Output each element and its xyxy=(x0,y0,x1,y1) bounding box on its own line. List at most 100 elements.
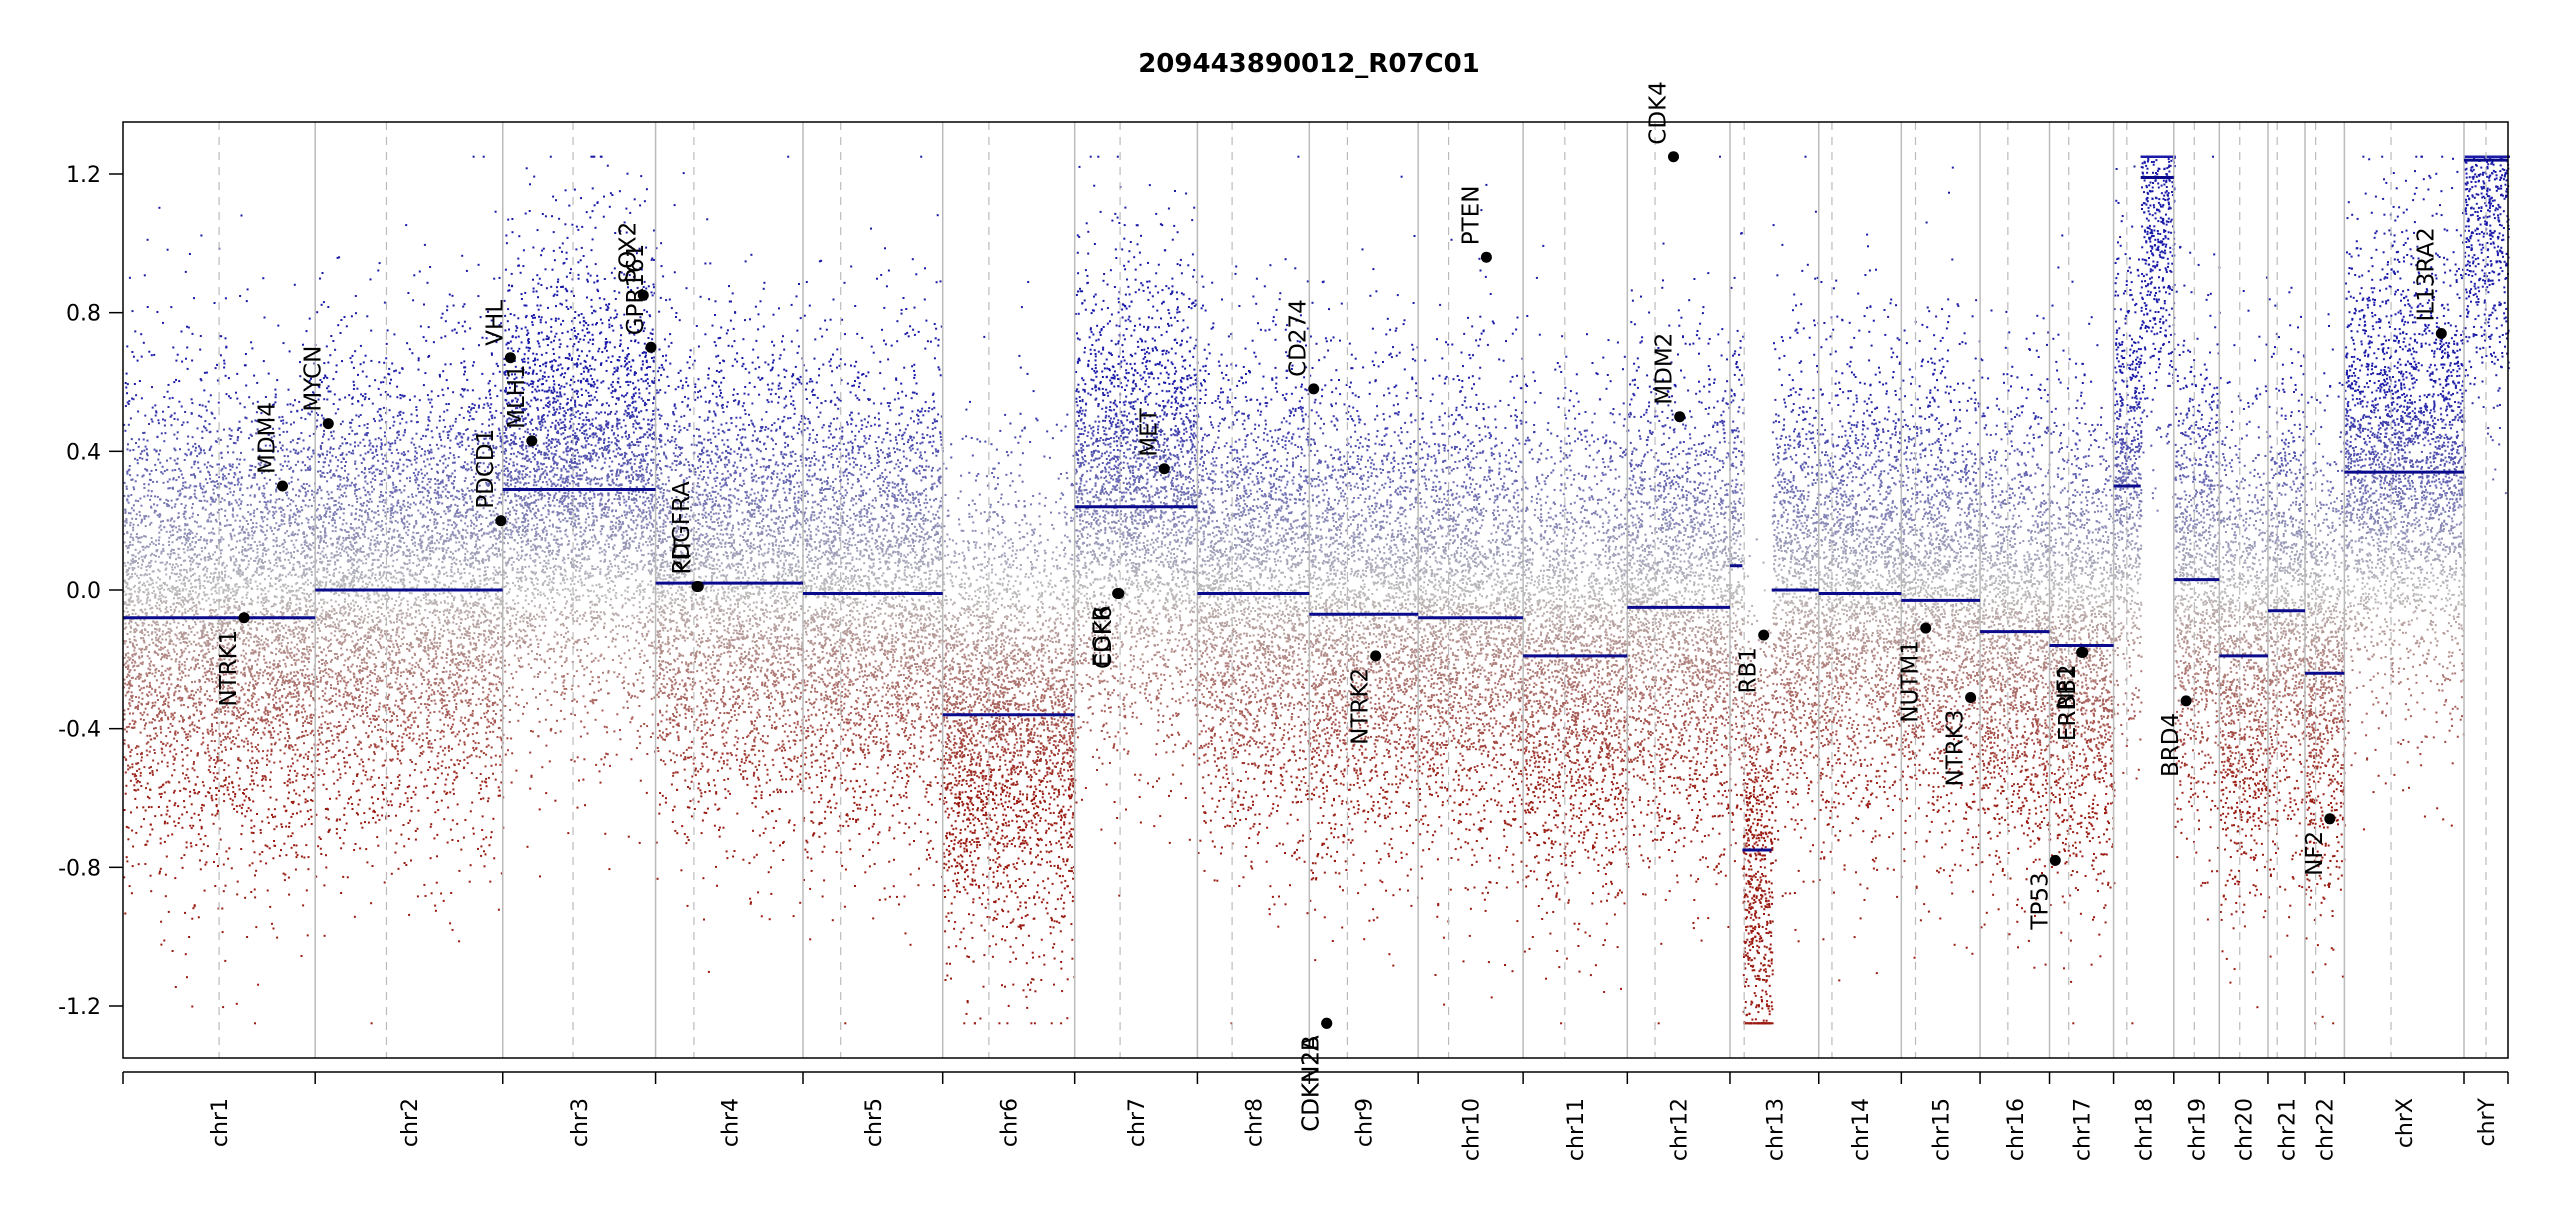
probe-point xyxy=(243,579,245,581)
probe-point xyxy=(265,779,267,781)
probe-point xyxy=(247,532,249,534)
probe-point xyxy=(223,769,225,771)
probe-point xyxy=(149,772,151,774)
probe-point xyxy=(212,731,214,733)
probe-point xyxy=(126,856,128,858)
probe-point xyxy=(154,719,156,721)
probe-point xyxy=(307,800,309,802)
probe-point xyxy=(142,661,144,663)
probe-point xyxy=(143,687,145,689)
probe-point xyxy=(296,706,298,708)
probe-point xyxy=(257,548,259,550)
probe-point xyxy=(225,851,227,853)
probe-point xyxy=(303,483,305,485)
probe-point xyxy=(221,908,223,910)
probe-point xyxy=(268,822,270,824)
probe-point xyxy=(163,710,165,712)
probe-point xyxy=(212,528,214,530)
probe-point xyxy=(170,535,172,537)
probe-point xyxy=(275,489,277,491)
probe-point xyxy=(174,825,176,827)
probe-point xyxy=(222,1006,224,1008)
probe-point xyxy=(309,435,311,437)
probe-point xyxy=(283,516,285,518)
probe-point xyxy=(294,646,296,648)
probe-point xyxy=(270,527,272,529)
probe-point xyxy=(167,742,169,744)
probe-point xyxy=(297,533,299,535)
probe-point xyxy=(199,575,201,577)
chart-title: 209443890012_R07C01 xyxy=(1138,49,1480,79)
probe-point xyxy=(137,708,139,710)
probe-point xyxy=(148,644,150,646)
probe-point xyxy=(203,608,205,610)
probe-point xyxy=(272,816,274,818)
probe-point xyxy=(180,704,182,706)
probe-point xyxy=(150,875,152,877)
probe-point xyxy=(206,482,208,484)
probe-point xyxy=(223,360,225,362)
probe-point xyxy=(130,494,132,496)
probe-point xyxy=(218,790,220,792)
probe-point xyxy=(172,564,174,566)
probe-point xyxy=(132,537,134,539)
probe-point xyxy=(240,570,242,572)
probe-point xyxy=(231,781,233,783)
probe-point xyxy=(211,699,213,701)
probe-point xyxy=(178,781,180,783)
probe-point xyxy=(224,567,226,569)
probe-point xyxy=(213,599,215,601)
probe-point xyxy=(300,432,302,434)
probe-point xyxy=(242,688,244,690)
probe-point xyxy=(162,411,164,413)
probe-point xyxy=(285,553,287,555)
probe-point xyxy=(126,392,128,394)
probe-point xyxy=(213,780,215,782)
probe-point xyxy=(287,766,289,768)
probe-point xyxy=(130,631,132,633)
probe-point xyxy=(267,714,269,716)
probe-point xyxy=(306,648,308,650)
probe-point xyxy=(262,675,264,677)
probe-point xyxy=(291,652,293,654)
probe-point xyxy=(307,522,309,524)
probe-point xyxy=(127,562,129,564)
probe-point xyxy=(161,432,163,434)
probe-point xyxy=(284,559,286,561)
probe-point xyxy=(200,868,202,870)
probe-point xyxy=(299,566,301,568)
probe-point xyxy=(157,699,159,701)
probe-point xyxy=(295,660,297,662)
probe-point xyxy=(154,675,156,677)
probe-point xyxy=(144,725,146,727)
probe-point xyxy=(243,655,245,657)
probe-point xyxy=(138,558,140,560)
probe-point xyxy=(146,453,148,455)
probe-point xyxy=(250,820,252,822)
probe-point xyxy=(251,768,253,770)
probe-point xyxy=(290,835,292,837)
probe-point xyxy=(309,465,311,467)
probe-point xyxy=(223,367,225,369)
probe-point xyxy=(265,722,267,724)
probe-point xyxy=(139,648,141,650)
probe-point xyxy=(308,646,310,648)
probe-point xyxy=(258,641,260,643)
probe-point xyxy=(191,827,193,829)
probe-point xyxy=(270,721,272,723)
probe-point xyxy=(136,513,138,515)
probe-point xyxy=(180,679,182,681)
probe-point xyxy=(186,841,188,843)
probe-point xyxy=(301,661,303,663)
probe-point xyxy=(167,762,169,764)
probe-point xyxy=(275,562,277,564)
probe-point xyxy=(146,569,148,571)
probe-point xyxy=(151,386,153,388)
probe-point xyxy=(208,651,210,653)
probe-point xyxy=(137,459,139,461)
probe-point xyxy=(232,466,234,468)
probe-point xyxy=(145,555,147,557)
probe-point xyxy=(192,537,194,539)
probe-point xyxy=(191,398,193,400)
probe-point xyxy=(182,606,184,608)
